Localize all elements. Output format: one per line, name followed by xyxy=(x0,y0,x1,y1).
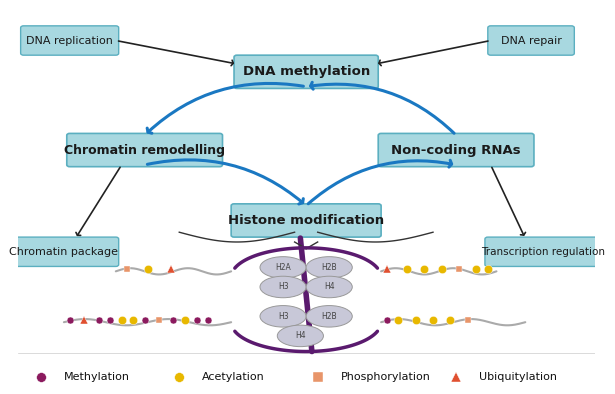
Ellipse shape xyxy=(306,276,352,298)
FancyBboxPatch shape xyxy=(231,204,381,237)
Text: Methylation: Methylation xyxy=(64,372,130,382)
Text: Chromatin remodelling: Chromatin remodelling xyxy=(64,143,225,156)
FancyBboxPatch shape xyxy=(9,237,119,266)
Ellipse shape xyxy=(306,256,352,278)
Ellipse shape xyxy=(306,306,352,327)
Ellipse shape xyxy=(260,306,306,327)
FancyBboxPatch shape xyxy=(378,134,534,167)
Text: H2A: H2A xyxy=(275,263,291,272)
Text: H2B: H2B xyxy=(322,263,337,272)
Text: DNA replication: DNA replication xyxy=(26,35,113,46)
Ellipse shape xyxy=(260,276,306,298)
Text: Histone modification: Histone modification xyxy=(228,214,384,227)
FancyBboxPatch shape xyxy=(485,237,600,266)
Ellipse shape xyxy=(277,325,323,347)
Ellipse shape xyxy=(260,256,306,278)
Text: Transcription regulation: Transcription regulation xyxy=(480,247,605,257)
FancyBboxPatch shape xyxy=(67,134,223,167)
FancyBboxPatch shape xyxy=(234,55,378,88)
Text: Ubiquitylation: Ubiquitylation xyxy=(479,372,557,382)
Text: DNA repair: DNA repair xyxy=(501,35,561,46)
FancyBboxPatch shape xyxy=(488,26,574,55)
Text: H4: H4 xyxy=(324,282,335,292)
Text: DNA methylation: DNA methylation xyxy=(242,65,370,78)
Text: H3: H3 xyxy=(278,282,288,292)
Text: Acetylation: Acetylation xyxy=(202,372,265,382)
Text: H3: H3 xyxy=(278,312,288,321)
Text: Non-coding RNAs: Non-coding RNAs xyxy=(391,143,521,156)
Text: H4: H4 xyxy=(295,331,306,340)
Text: Chromatin package: Chromatin package xyxy=(9,247,119,257)
FancyBboxPatch shape xyxy=(21,26,119,55)
Text: H2B: H2B xyxy=(322,312,337,321)
Text: Phosphorylation: Phosphorylation xyxy=(341,372,430,382)
